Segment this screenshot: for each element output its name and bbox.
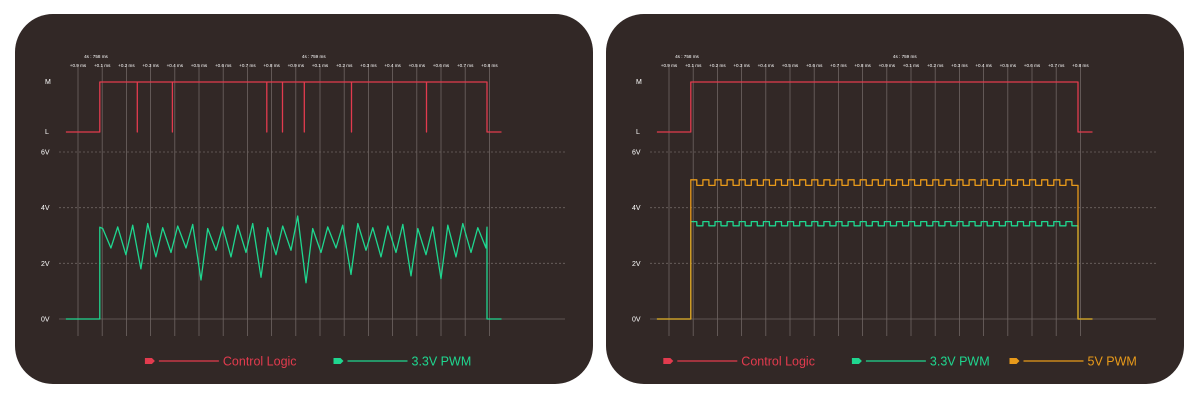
right-legend-marker-5v-pwm [1009,358,1020,364]
left-time-tick-label: +0.4 ms [384,63,401,68]
right-time-tick-label: +0.9 ms [879,63,896,68]
right-time-tick-label: +0.3 ms [951,63,968,68]
right-voltage-label: 6V [632,150,641,157]
right-logic-level-label: M [636,79,642,86]
left-legend-marker-control-logic [144,358,155,364]
left-legend-label-3-3v-pwm: 3.3V PWM [412,355,472,369]
right-voltage-label: 4V [632,205,641,212]
left-time-tick-label: +0.5 ms [191,63,208,68]
left-time-tick-label: +0.2 ms [336,63,353,68]
right-time-tick-label: +0.1 ms [903,63,920,68]
right-time-tick-label: +0.3 ms [733,63,750,68]
right-legend-label-3-3v-pwm: 3.3V PWM [930,355,990,369]
left-time-tick-label: +0.1 ms [94,63,111,68]
left-legend-label-control-logic: Control Logic [223,355,297,369]
right-time-tick-label: +0.2 ms [709,63,726,68]
left-time-marker-label: 4s : 759 ms [302,54,326,59]
right-legend-marker-control-logic [663,358,674,364]
left-time-tick-label: +0.2 ms [118,63,135,68]
left-time-tick-label: +0.8 ms [481,63,498,68]
left-oscilloscope-chart: +0.9 ms +0.1 ms +0.2 ms +0.3 ms +0.4 ms +0.5 … [41,54,565,369]
right-voltage-label: 2V [632,261,641,268]
right-legend-label-5v-pwm: 5V PWM [1088,355,1137,369]
right-time-tick-label: +0.7 ms [830,63,847,68]
right-time-tick-label: +0.7 ms [1048,63,1065,68]
right-series-5v-pwm [656,179,1093,320]
right-time-tick-label: +0.4 ms [975,63,992,68]
left-scope-panel: +0.9 ms +0.1 ms +0.2 ms +0.3 ms +0.4 ms +0.5 … [15,14,593,384]
left-time-tick-label: +0.6 ms [433,63,450,68]
left-voltage-label: 0V [41,317,50,324]
right-logic-level-label: L [636,129,640,136]
right-time-tick-label: +0.5 ms [782,63,799,68]
left-logic-level-label: M [45,79,51,86]
right-time-tick-label: +0.5 ms [1000,63,1017,68]
left-time-tick-label: +0.8 ms [263,63,280,68]
right-oscilloscope-chart: +0.9 ms +0.1 ms +0.2 ms +0.3 ms +0.4 ms +0.5 … [632,54,1156,369]
right-time-tick-label: +0.1 ms [685,63,702,68]
left-legend-marker-3-3v-pwm [333,358,344,364]
left-voltage-label: 4V [41,205,50,212]
right-series-3-3v-pwm [656,220,1093,320]
right-time-marker-label: 4s : 759 ms [893,54,917,59]
left-time-tick-label: +0.9 ms [288,63,305,68]
left-time-marker-label: 4s : 758 ms [84,54,108,59]
left-logic-level-label: L [45,129,49,136]
left-time-tick-label: +0.1 ms [312,63,329,68]
right-time-tick-label: +0.8 ms [1072,63,1089,68]
right-voltage-label: 0V [632,317,641,324]
right-time-tick-label: +0.9 ms [661,63,678,68]
right-time-tick-label: +0.6 ms [806,63,823,68]
left-time-tick-label: +0.7 ms [457,63,474,68]
left-series-3-3v-pwm [65,215,502,320]
right-series-control-logic [656,81,1093,133]
left-time-tick-label: +0.3 ms [142,63,159,68]
left-time-tick-label: +0.7 ms [239,63,256,68]
right-time-marker-label: 4s : 758 ms [675,54,699,59]
left-series-control-logic [65,81,502,133]
right-scope-panel: +0.9 ms +0.1 ms +0.2 ms +0.3 ms +0.4 ms +0.5 … [606,14,1184,384]
right-legend-label-control-logic: Control Logic [741,355,815,369]
right-legend-marker-3-3v-pwm [851,358,862,364]
left-time-tick-label: +0.4 ms [167,63,184,68]
left-time-tick-label: +0.9 ms [70,63,87,68]
left-voltage-label: 2V [41,261,50,268]
left-voltage-label: 6V [41,150,50,157]
left-time-tick-label: +0.3 ms [360,63,377,68]
right-time-tick-label: +0.6 ms [1024,63,1041,68]
left-time-tick-label: +0.6 ms [215,63,232,68]
left-time-tick-label: +0.5 ms [409,63,426,68]
right-time-tick-label: +0.4 ms [758,63,775,68]
right-time-tick-label: +0.2 ms [927,63,944,68]
right-time-tick-label: +0.8 ms [854,63,871,68]
